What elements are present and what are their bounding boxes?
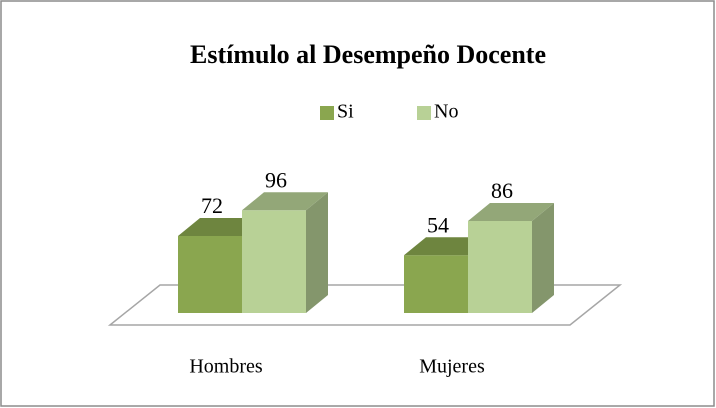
legend-label: Si <box>337 101 354 123</box>
data-label: 86 <box>491 178 513 203</box>
bar <box>242 210 306 313</box>
data-label: 96 <box>265 167 287 192</box>
data-label: 54 <box>427 212 449 237</box>
bar-side <box>532 202 554 313</box>
bar-top <box>242 192 328 211</box>
bar-top <box>468 202 554 221</box>
legend-swatch <box>417 106 431 120</box>
legend-swatch <box>320 106 334 120</box>
legend-label: No <box>434 101 458 123</box>
chart-title: Estímulo al Desempeño Docente <box>190 40 546 69</box>
bar-side <box>306 192 328 313</box>
x-tick-label: Mujeres <box>419 356 485 378</box>
bar <box>404 255 468 313</box>
bar <box>178 235 242 313</box>
x-tick-label: Hombres <box>189 356 263 378</box>
bar <box>468 220 532 313</box>
data-label: 72 <box>201 193 223 218</box>
